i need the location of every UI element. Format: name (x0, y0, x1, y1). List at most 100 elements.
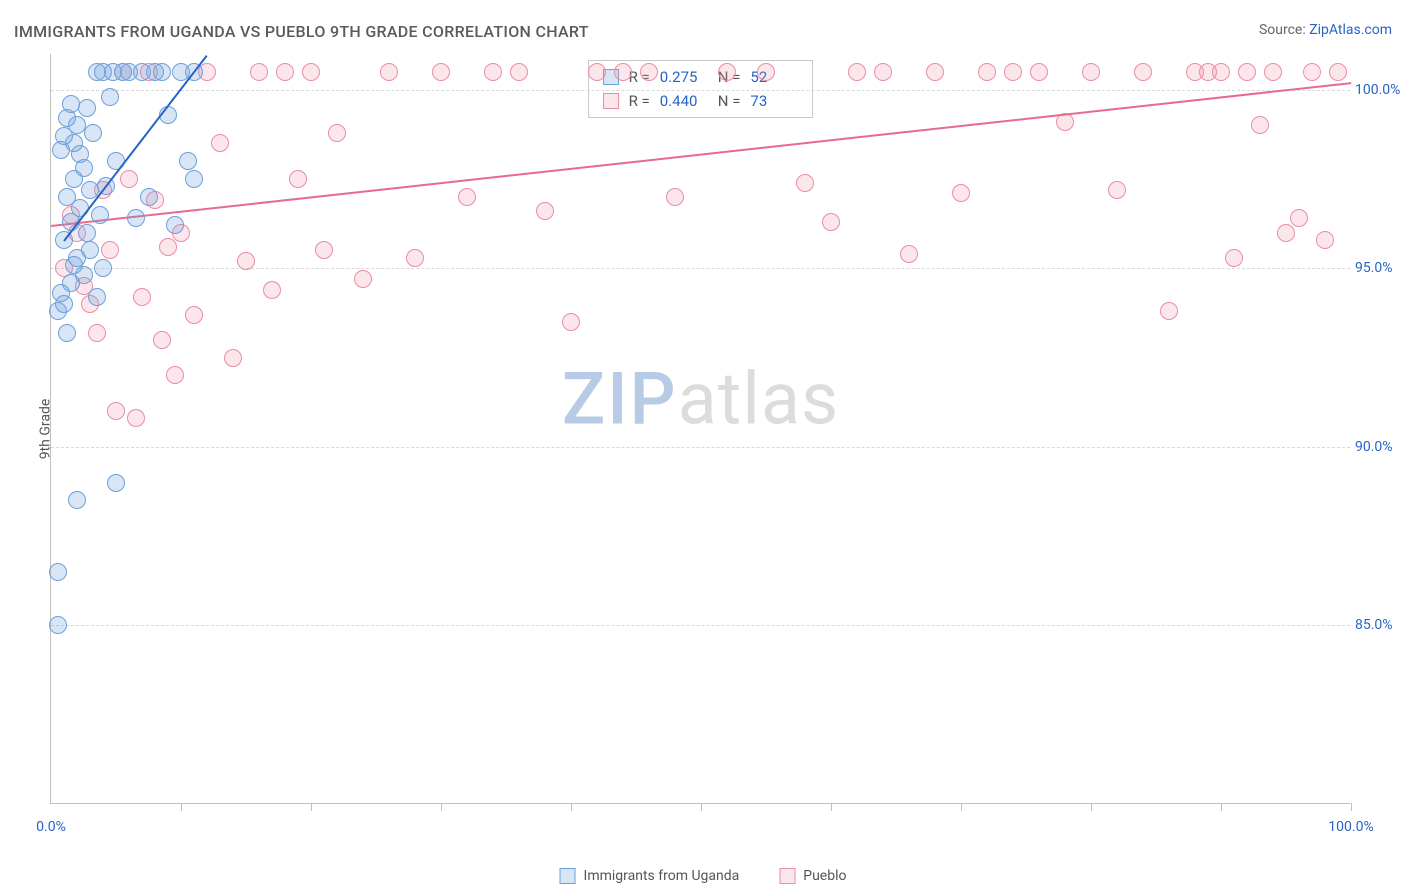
data-point-pueblo (211, 134, 229, 152)
data-point-uganda (166, 216, 184, 234)
data-point-pueblo (127, 409, 145, 427)
data-point-pueblo (588, 63, 606, 81)
data-point-pueblo (276, 63, 294, 81)
data-point-pueblo (263, 281, 281, 299)
data-point-pueblo (1004, 63, 1022, 81)
data-point-pueblo (1134, 63, 1152, 81)
data-point-pueblo (302, 63, 320, 81)
data-point-pueblo (900, 245, 918, 263)
watermark-part2: atlas (678, 356, 840, 441)
data-point-pueblo (718, 63, 736, 81)
data-point-pueblo (1303, 63, 1321, 81)
data-point-uganda (84, 124, 102, 142)
data-point-uganda (58, 324, 76, 342)
data-point-pueblo (159, 238, 177, 256)
n-label: N = (718, 89, 741, 113)
data-point-uganda (140, 188, 158, 206)
x-tick (1351, 803, 1352, 811)
x-tick (831, 803, 832, 811)
data-point-uganda (153, 63, 171, 81)
data-point-pueblo (237, 252, 255, 270)
x-tick-label: 100.0% (1328, 819, 1373, 835)
data-point-uganda (78, 99, 96, 117)
legend-label: Immigrants from Uganda (584, 868, 740, 884)
r-value: 0.275 (660, 65, 708, 89)
data-point-uganda (81, 241, 99, 259)
data-point-pueblo (166, 366, 184, 384)
data-point-pueblo (1251, 116, 1269, 134)
data-point-pueblo (328, 124, 346, 142)
data-point-pueblo (380, 63, 398, 81)
data-point-pueblo (796, 174, 814, 192)
data-point-uganda (62, 95, 80, 113)
data-point-pueblo (1160, 302, 1178, 320)
data-point-pueblo (562, 313, 580, 331)
y-tick-label: 85.0% (1355, 617, 1406, 633)
r-value: 0.440 (660, 89, 708, 113)
x-tick-label: 0.0% (36, 819, 66, 835)
data-point-pueblo (666, 188, 684, 206)
x-tick (961, 803, 962, 811)
data-point-pueblo (874, 63, 892, 81)
legend-item-uganda[interactable]: Immigrants from Uganda (560, 868, 740, 884)
n-value: 73 (750, 89, 798, 113)
data-point-pueblo (1108, 181, 1126, 199)
data-point-uganda (127, 209, 145, 227)
data-point-pueblo (101, 241, 119, 259)
data-point-pueblo (978, 63, 996, 81)
data-point-pueblo (952, 184, 970, 202)
data-point-uganda (88, 288, 106, 306)
y-axis-label: 9th Grade (37, 398, 53, 459)
data-point-pueblo (1212, 63, 1230, 81)
data-point-uganda (49, 616, 67, 634)
data-point-uganda (75, 266, 93, 284)
x-tick (1221, 803, 1222, 811)
data-point-uganda (91, 206, 109, 224)
data-point-pueblo (1290, 209, 1308, 227)
data-point-uganda (49, 563, 67, 581)
x-tick (441, 803, 442, 811)
legend-swatch-pueblo-icon (603, 93, 619, 109)
x-tick (1091, 803, 1092, 811)
data-point-pueblo (510, 63, 528, 81)
data-point-pueblo (822, 213, 840, 231)
y-tick-label: 90.0% (1355, 439, 1406, 455)
legend-item-pueblo[interactable]: Pueblo (779, 868, 846, 884)
data-point-uganda (55, 295, 73, 313)
data-point-pueblo (153, 331, 171, 349)
watermark: ZIPatlas (562, 356, 839, 441)
data-point-pueblo (848, 63, 866, 81)
data-point-pueblo (926, 63, 944, 81)
chart-title: IMMIGRANTS FROM UGANDA VS PUEBLO 9TH GRA… (14, 22, 589, 41)
data-point-pueblo (224, 349, 242, 367)
gridline (51, 447, 1350, 448)
gridline (51, 625, 1350, 626)
source-label: Source: (1259, 22, 1309, 38)
data-point-pueblo (458, 188, 476, 206)
data-point-pueblo (133, 288, 151, 306)
data-point-pueblo (1082, 63, 1100, 81)
source-link[interactable]: ZipAtlas.com (1309, 22, 1392, 38)
data-point-pueblo (354, 270, 372, 288)
data-point-pueblo (1329, 63, 1347, 81)
data-point-uganda (94, 259, 112, 277)
data-point-pueblo (432, 63, 450, 81)
source-attribution: Source: ZipAtlas.com (1259, 22, 1392, 38)
data-point-pueblo (640, 63, 658, 81)
legend-swatch-pueblo-icon (779, 868, 795, 884)
data-point-pueblo (88, 324, 106, 342)
data-point-pueblo (185, 306, 203, 324)
x-tick (571, 803, 572, 811)
data-point-pueblo (757, 63, 775, 81)
y-tick-label: 95.0% (1355, 260, 1406, 276)
data-point-uganda (107, 152, 125, 170)
x-tick (181, 803, 182, 811)
data-point-uganda (101, 88, 119, 106)
data-point-pueblo (107, 402, 125, 420)
x-tick (311, 803, 312, 811)
watermark-part1: ZIP (562, 356, 678, 441)
legend-swatch-uganda-icon (560, 868, 576, 884)
data-point-pueblo (484, 63, 502, 81)
x-tick (701, 803, 702, 811)
data-point-uganda (179, 152, 197, 170)
